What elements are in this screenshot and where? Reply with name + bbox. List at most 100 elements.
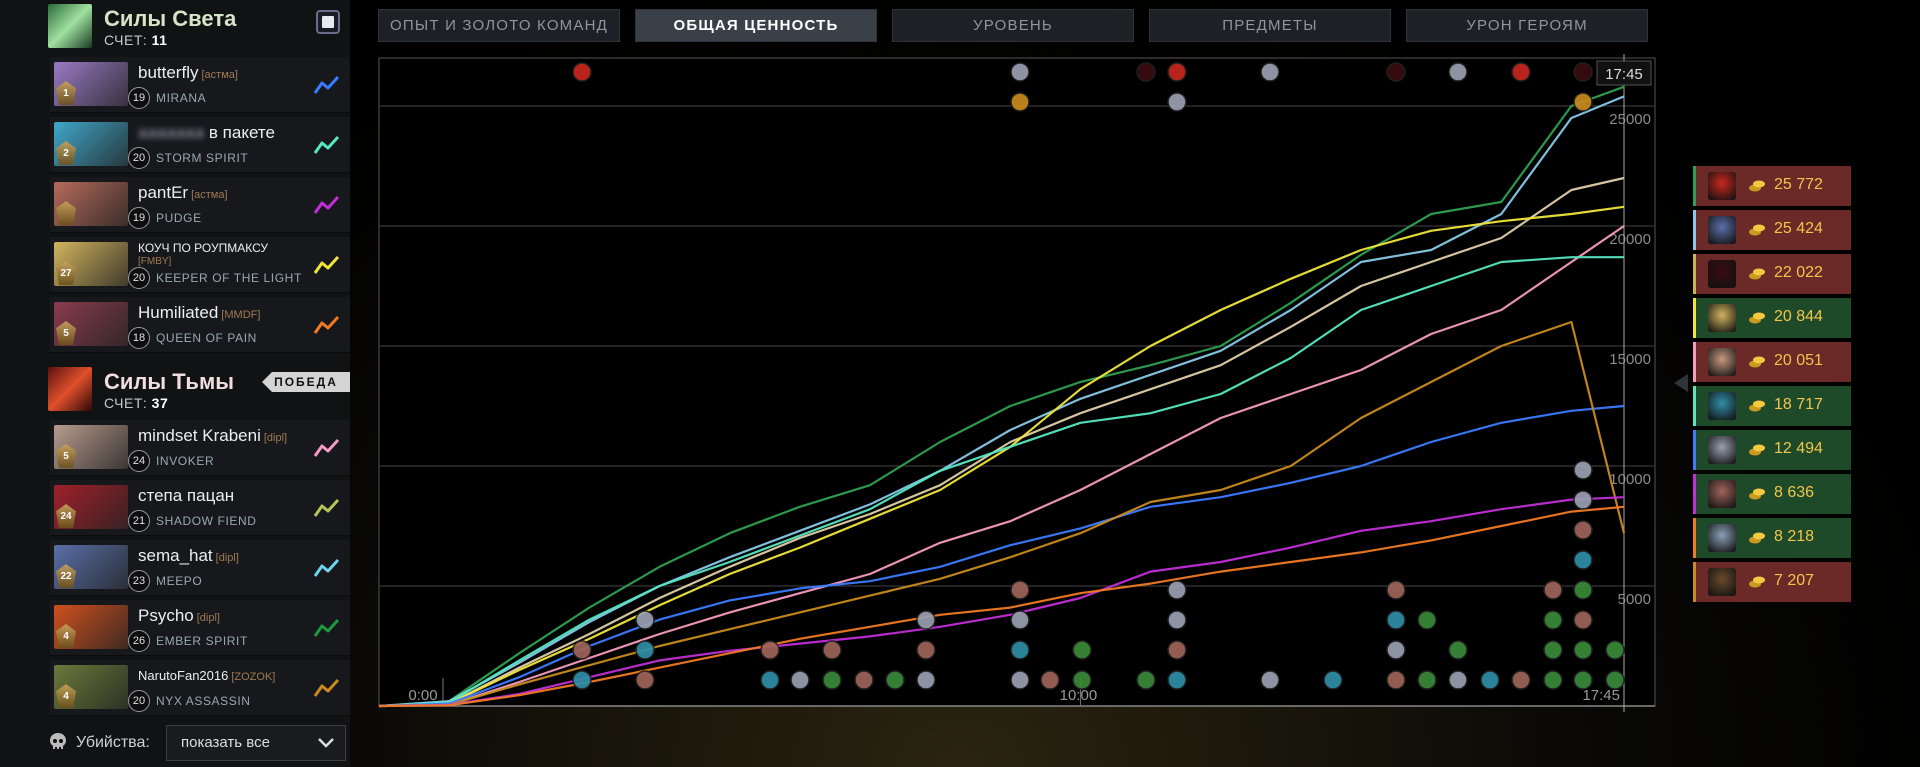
kill-event-icon	[1573, 460, 1593, 480]
kill-event-icon	[1386, 610, 1406, 630]
victory-badge: ПОБЕДА	[262, 372, 350, 392]
player-name: степа пацан	[138, 486, 235, 505]
leaderboard-row: 12 494	[1693, 430, 1851, 470]
gold-icon	[1749, 268, 1765, 280]
net-worth-value: 22 022	[1774, 264, 1823, 281]
graph-toggle-icon[interactable]	[312, 311, 342, 339]
player-row[interactable]: 1 butterfly [астма] 19 MIRANA	[50, 57, 350, 113]
graph-toggle-icon[interactable]	[312, 674, 342, 702]
kill-event-icon	[1386, 640, 1406, 660]
kill-event-icon	[572, 640, 592, 660]
kill-event-icon	[1167, 92, 1187, 112]
kill-event-icon	[1167, 580, 1187, 600]
kills-label: Убийства:	[76, 734, 150, 751]
kill-event-icon	[1136, 670, 1156, 690]
kills-dropdown-value: показать все	[181, 734, 270, 751]
player-row[interactable]: 22 sema_hat [dipl] 23 MEEPO	[50, 540, 350, 596]
hero-name: INVOKER	[156, 454, 215, 468]
leaderboard-row: 7 207	[1693, 562, 1851, 602]
team-tag: [астма]	[201, 69, 238, 81]
rank-medal-icon: 5	[54, 319, 78, 347]
hero-level: 20	[128, 267, 150, 289]
player-row[interactable]: 4 Psycho [dipl] 26 EMBER SPIRIT	[50, 600, 350, 656]
player-row[interactable]: 2 ааааааа в пакете 20 STORM SPIRIT	[50, 117, 350, 173]
graph-toggle-icon[interactable]	[312, 131, 342, 159]
tab-4[interactable]: ПРЕДМЕТЫ	[1149, 9, 1391, 42]
leaderboard-row: 20 051	[1693, 342, 1851, 382]
kill-event-icon	[1386, 670, 1406, 690]
player-row[interactable]: 5 Humiliated [MMDF] 18 QUEEN OF PAIN	[50, 297, 350, 353]
scoreboard-panel: Силы Света СЧЕТ: 11 1 butterfly [астма] 1…	[0, 0, 350, 767]
team-tag: [dipl]	[263, 432, 288, 444]
series-line-3	[378, 176, 1625, 708]
pudge-icon	[1708, 480, 1736, 508]
time-cursor-box	[1596, 60, 1652, 86]
player-row[interactable]: 27 КОУЧ ПО РОУПМАКСУ [FMBY] 20 KEEPER OF…	[50, 237, 350, 293]
graph-toggle-icon[interactable]	[312, 251, 342, 279]
graph-toggle-icon[interactable]	[312, 191, 342, 219]
graph-toggle-icon[interactable]	[312, 71, 342, 99]
net-worth-value: 8 218	[1774, 528, 1815, 545]
leaderboard-row: 25 772	[1693, 166, 1851, 206]
graph-toggle-icon[interactable]	[312, 434, 342, 462]
team-toggle-checkbox[interactable]	[316, 10, 340, 34]
net-worth-value: 8 636	[1774, 484, 1815, 501]
kill-event-icon	[1386, 62, 1406, 82]
gold-icon	[1749, 180, 1765, 192]
gold-icon	[1749, 224, 1765, 236]
hero-name: STORM SPIRIT	[156, 151, 249, 165]
kill-event-icon	[822, 640, 842, 660]
kill-event-icon	[1573, 640, 1593, 660]
player-name: ааааааа в пакете	[138, 123, 275, 142]
player-row[interactable]: 5 mindset Krabeni [dipl] 24 INVOKER	[50, 420, 350, 476]
time-cursor-label: 17:45	[1605, 66, 1643, 83]
kill-event-icon	[1072, 640, 1092, 660]
leaderboard-row: 25 424	[1693, 210, 1851, 250]
team-tag: [dipl]	[215, 552, 239, 564]
graph-toggle-icon[interactable]	[312, 614, 342, 642]
hero-level: 20	[128, 147, 150, 169]
player-row[interactable]: pantEr [астма] 19 PUDGE	[50, 177, 350, 233]
net-worth-value: 7 207	[1774, 572, 1815, 589]
kill-event-icon	[790, 670, 810, 690]
nyx-icon	[1708, 568, 1736, 596]
player-name: Humiliated [MMDF]	[138, 303, 261, 322]
team-tag: [ZOZOK]	[231, 671, 276, 683]
kills-filter: Убийства: показать все	[48, 722, 348, 762]
player-row[interactable]: 4 NarutoFan2016 [ZOZOK] 20 NYX ASSASSIN	[50, 660, 350, 716]
radiant-header: Силы Света СЧЕТ: 11	[48, 0, 348, 50]
kill-event-icon	[1417, 610, 1437, 630]
player-name: butterfly [астма]	[138, 63, 238, 82]
kill-event-icon	[635, 670, 655, 690]
tab-3[interactable]: УРОВЕНЬ	[892, 9, 1134, 42]
net-worth-value: 25 424	[1774, 220, 1823, 237]
x-tick-label: 10:00	[1060, 687, 1098, 704]
hero-name: SHADOW FIEND	[156, 514, 257, 528]
kill-event-icon	[1511, 670, 1531, 690]
graph-toggle-icon[interactable]	[312, 554, 342, 582]
hero-level: 19	[128, 207, 150, 229]
kill-event-icon	[1010, 640, 1030, 660]
kills-dropdown[interactable]: показать все	[166, 725, 346, 761]
team-tag: [FMBY]	[138, 256, 172, 267]
hero-name: KEEPER OF THE LIGHT	[156, 271, 302, 285]
kill-event-icon	[1010, 670, 1030, 690]
hero-name: PUDGE	[156, 211, 202, 225]
tab-5[interactable]: УРОН ГЕРОЯМ	[1406, 9, 1648, 42]
tab-2[interactable]: ОБЩАЯ ЦЕННОСТЬ	[635, 9, 877, 42]
graph-toggle-icon[interactable]	[312, 494, 342, 522]
dire-logo-icon	[48, 367, 92, 411]
kill-event-icon	[1543, 640, 1563, 660]
kill-event-icon	[1448, 62, 1468, 82]
y-tick-label: 25000	[1609, 111, 1651, 128]
player-name: КОУЧ ПО РОУПМАКСУ	[138, 241, 268, 255]
kill-event-icon	[1573, 550, 1593, 570]
kill-event-icon	[1543, 670, 1563, 690]
dire-score: СЧЕТ: 37	[104, 395, 169, 411]
kill-event-icon	[1167, 610, 1187, 630]
kill-event-icon	[1543, 610, 1563, 630]
gold-icon	[1749, 444, 1765, 456]
player-row[interactable]: 24 степа пацан 21 SHADOW FIEND	[50, 480, 350, 536]
dire-name: Силы Тьмы	[104, 369, 235, 394]
tab-1[interactable]: ОПЫТ И ЗОЛОТО КОМАНД	[378, 9, 620, 42]
